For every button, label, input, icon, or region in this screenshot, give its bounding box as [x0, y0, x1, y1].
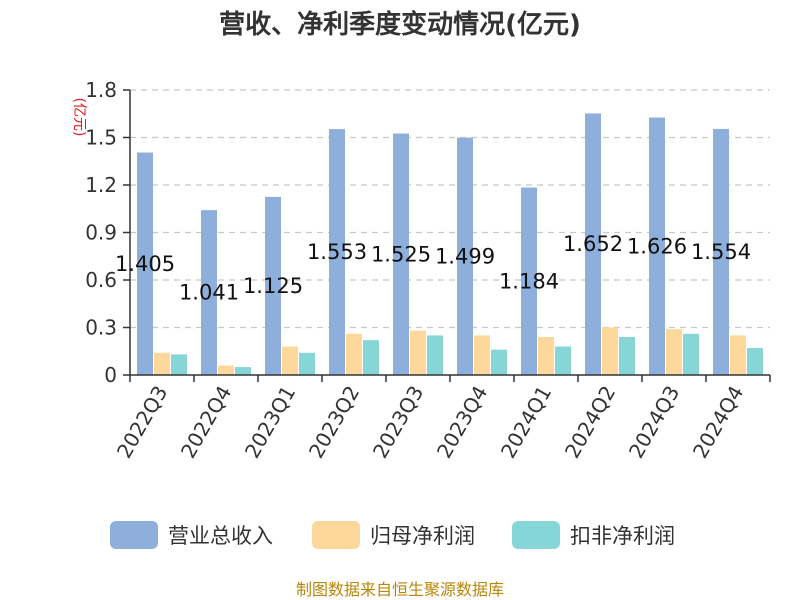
y-tick-label: 0 — [104, 363, 117, 387]
legend-label: 扣非净利润 — [570, 524, 675, 548]
x-tick-label: 2022Q3 — [112, 382, 172, 463]
x-tick-label: 2022Q4 — [176, 382, 236, 463]
x-tick-label: 2024Q2 — [560, 382, 620, 463]
y-tick-label: 0.9 — [85, 221, 117, 245]
data-label: 1.184 — [499, 269, 559, 293]
bar-revenue — [393, 133, 409, 375]
bar-revenue — [201, 210, 217, 375]
bar-net-profit — [346, 333, 362, 375]
legend-swatch — [312, 521, 360, 549]
x-tick-label: 2023Q4 — [432, 382, 492, 463]
bar-deducted-profit — [555, 346, 571, 375]
bar-net-profit — [410, 330, 426, 375]
bar-deducted-profit — [427, 335, 443, 375]
y-unit-label: (亿元) — [71, 98, 87, 137]
data-label: 1.405 — [115, 252, 175, 276]
bar-deducted-profit — [491, 349, 507, 375]
data-label: 1.125 — [243, 274, 303, 298]
bar-net-profit — [474, 335, 490, 375]
y-tick-label: 1.2 — [85, 173, 117, 197]
bar-deducted-profit — [747, 348, 763, 375]
legend-swatch — [110, 521, 158, 549]
bar-deducted-profit — [171, 354, 187, 375]
legend-swatch — [512, 521, 560, 549]
bar-revenue — [265, 196, 281, 375]
legend-label: 归母净利润 — [370, 524, 475, 548]
data-label: 1.041 — [179, 281, 239, 305]
data-label: 1.626 — [627, 234, 687, 258]
bar-revenue — [137, 152, 153, 375]
bar-deducted-profit — [299, 352, 315, 375]
data-label: 1.652 — [563, 232, 623, 256]
x-tick-label: 2024Q1 — [496, 382, 556, 463]
data-label: 1.554 — [691, 240, 751, 264]
bar-net-profit — [282, 346, 298, 375]
bar-revenue — [585, 113, 601, 375]
bar-net-profit — [154, 352, 170, 375]
bar-revenue — [521, 187, 537, 375]
source-note: 制图数据来自恒生聚源数据库 — [296, 580, 504, 599]
bar-deducted-profit — [619, 337, 635, 375]
x-tick-label: 2023Q1 — [240, 382, 300, 463]
bar-deducted-profit — [363, 340, 379, 375]
legend-item-revenue[interactable]: 营业总收入 — [110, 521, 273, 549]
x-tick-label: 2023Q3 — [368, 382, 428, 463]
bar-net-profit — [218, 365, 234, 375]
y-tick-label: 1.5 — [85, 126, 117, 150]
x-tick-label: 2024Q4 — [688, 382, 748, 463]
legend-label: 营业总收入 — [168, 524, 273, 548]
bar-deducted-profit — [683, 333, 699, 375]
y-tick-label: 0.3 — [85, 316, 117, 340]
legend-item-net-profit[interactable]: 归母净利润 — [312, 521, 475, 549]
bar-revenue — [649, 117, 665, 376]
bar-net-profit — [538, 337, 554, 375]
x-tick-label: 2024Q3 — [624, 382, 684, 463]
bars-layer — [137, 113, 763, 376]
bar-net-profit — [602, 327, 618, 375]
y-tick-label: 0.6 — [85, 268, 117, 292]
x-tick-label: 2023Q2 — [304, 382, 364, 463]
legend-item-deducted-profit[interactable]: 扣非净利润 — [512, 521, 675, 549]
y-tick-label: 1.8 — [85, 78, 117, 102]
chart-title: 营收、净利季度变动情况(亿元) — [219, 9, 581, 40]
bar-revenue — [713, 128, 729, 375]
legend: 营业总收入 归母净利润 扣非净利润 — [110, 521, 675, 549]
data-label: 1.553 — [307, 240, 367, 264]
data-label: 1.525 — [371, 242, 431, 266]
bar-net-profit — [730, 335, 746, 375]
data-label: 1.499 — [435, 244, 495, 268]
bar-net-profit — [666, 329, 682, 375]
bar-revenue — [329, 129, 345, 375]
bar-deducted-profit — [235, 367, 251, 375]
bar-revenue — [457, 137, 473, 375]
